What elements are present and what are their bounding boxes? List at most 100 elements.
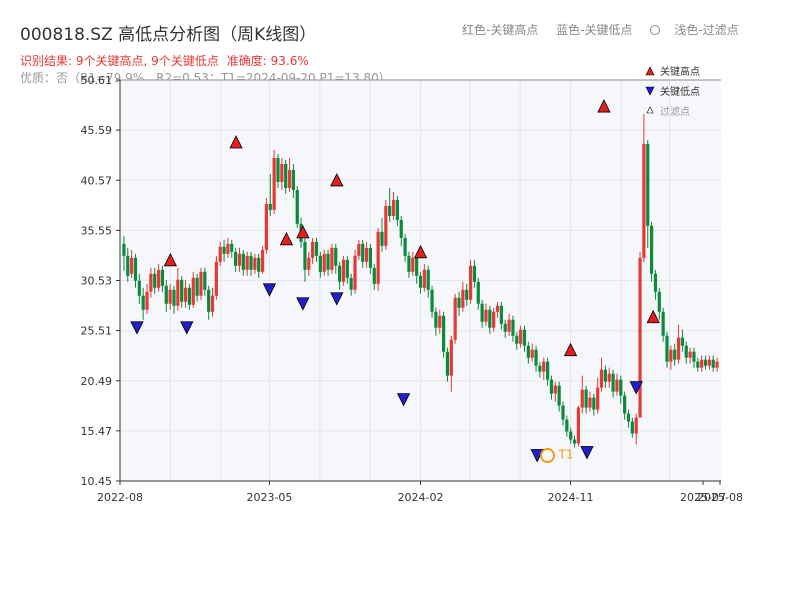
candle xyxy=(180,275,184,308)
candle xyxy=(357,239,361,260)
candle-body xyxy=(426,269,430,290)
candle xyxy=(364,241,369,268)
key-high-marker xyxy=(413,244,428,259)
candle xyxy=(707,355,711,370)
candle-body xyxy=(307,257,311,270)
candle xyxy=(191,271,195,308)
candle xyxy=(484,303,488,326)
candle xyxy=(599,357,604,392)
candle-body xyxy=(499,305,503,324)
chart-legend: 关键高点 关键低点 过滤点 xyxy=(645,65,700,118)
candle-body xyxy=(326,253,330,270)
candle xyxy=(630,417,634,438)
candle xyxy=(314,237,319,262)
candle-body xyxy=(453,297,457,340)
candle-body xyxy=(226,243,230,254)
candle-body xyxy=(488,309,492,328)
candle xyxy=(172,285,176,314)
candle xyxy=(353,249,357,294)
candle xyxy=(495,301,500,318)
candle-body xyxy=(476,281,480,304)
candle xyxy=(207,285,211,320)
candle xyxy=(334,243,338,274)
key-high-marker xyxy=(330,173,344,187)
candle-body xyxy=(457,297,461,308)
candle-body xyxy=(353,255,357,290)
candle-body xyxy=(338,265,342,282)
candle xyxy=(160,265,165,292)
candle-body xyxy=(272,157,276,210)
candle xyxy=(653,269,658,300)
candle xyxy=(603,365,607,388)
candle-body xyxy=(669,349,673,362)
candle-body xyxy=(442,315,446,352)
candle-body xyxy=(472,265,477,282)
candle-body xyxy=(607,373,611,382)
candle xyxy=(176,267,180,311)
y-tick-label: 15.47 xyxy=(81,425,113,438)
candle xyxy=(380,217,384,252)
candle xyxy=(684,341,688,364)
candle-body xyxy=(322,253,326,272)
candle xyxy=(434,307,438,336)
candle-body xyxy=(361,243,365,262)
candle-body xyxy=(503,323,507,332)
circle-icon xyxy=(650,25,661,35)
candle-body xyxy=(210,295,215,312)
candle-body xyxy=(122,243,126,256)
candle-body xyxy=(461,289,465,308)
candle xyxy=(507,313,511,336)
x-tick-label: 2022-08 xyxy=(97,491,143,504)
candle xyxy=(237,247,242,272)
key-low-marker xyxy=(262,283,277,297)
candle xyxy=(557,381,561,412)
candle-body xyxy=(492,311,496,328)
candle xyxy=(257,253,261,278)
candle-body xyxy=(345,259,349,278)
key-low-marker xyxy=(180,321,194,335)
candle xyxy=(291,163,295,198)
candle xyxy=(376,227,380,291)
candle-body xyxy=(696,361,700,368)
candle-body xyxy=(234,251,238,266)
candle-body xyxy=(284,163,288,188)
candle-body xyxy=(569,431,573,440)
candle xyxy=(330,243,334,274)
candle xyxy=(122,235,126,271)
candle xyxy=(311,237,315,264)
candle-body xyxy=(276,157,280,182)
candle-body xyxy=(330,247,334,270)
candle-body xyxy=(391,199,396,216)
candle xyxy=(680,329,685,352)
candle-body xyxy=(218,246,222,262)
candle xyxy=(638,251,642,418)
candle-body xyxy=(156,269,161,288)
candle-body xyxy=(484,309,488,322)
candle xyxy=(511,315,515,342)
candle-body xyxy=(522,329,527,346)
candle xyxy=(164,279,168,312)
candle xyxy=(461,281,465,312)
legend-filtered-label: 过滤点 xyxy=(660,105,690,118)
candle xyxy=(214,255,218,300)
candle xyxy=(569,427,573,444)
candle-body xyxy=(314,241,319,256)
candle xyxy=(561,401,565,426)
candle xyxy=(649,221,654,282)
candle-body xyxy=(634,417,638,434)
candle-body xyxy=(434,311,438,328)
candle xyxy=(249,251,253,276)
candle xyxy=(141,287,145,320)
candle-body xyxy=(268,203,272,210)
candle xyxy=(480,299,484,328)
candle-body xyxy=(149,273,153,292)
candle xyxy=(665,331,669,368)
candle-body xyxy=(465,289,469,300)
candle-body xyxy=(642,144,646,258)
candle xyxy=(468,259,473,304)
candle-body xyxy=(295,189,299,224)
candle xyxy=(338,261,342,290)
candle-body xyxy=(534,349,538,366)
candle-body xyxy=(430,289,434,312)
